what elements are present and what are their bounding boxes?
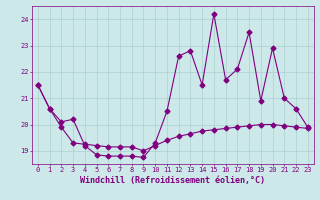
X-axis label: Windchill (Refroidissement éolien,°C): Windchill (Refroidissement éolien,°C) <box>80 176 265 185</box>
